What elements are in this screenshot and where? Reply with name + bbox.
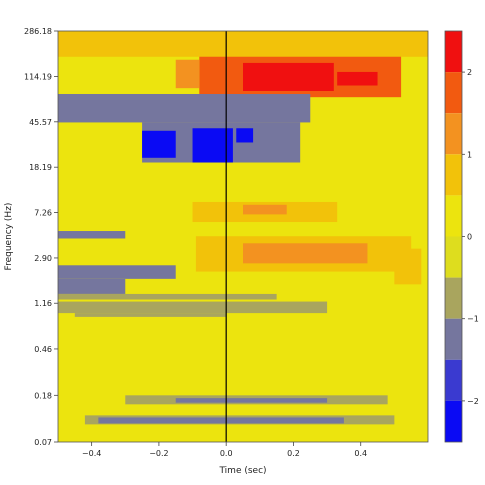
- y-tick-label: 0.07: [34, 438, 52, 447]
- colorbar-bin: [445, 113, 462, 155]
- y-axis-title: Frequency (Hz): [4, 203, 14, 271]
- colorbar-bin: [445, 31, 462, 73]
- colorbar-bin: [445, 400, 462, 442]
- heatmap-cell-gamma-streaks: [58, 31, 428, 57]
- heatmap-cell-beta-dip-core-2: [192, 128, 233, 163]
- axes-layer: −0.4 −0.2 0.0 0.2 0.4 286.18 114.19 45.57 18.19 7…: [24, 27, 429, 458]
- y-tick-label: 2.90: [34, 254, 52, 263]
- heatmap-cell-delta-suppression-6: [74, 313, 227, 317]
- y-tick-label: 0.18: [34, 391, 52, 400]
- x-tick-label: −0.4: [82, 449, 101, 458]
- heatmap-cell-delta-suppression-2: [58, 265, 176, 279]
- colorbar-tick-label: 2: [467, 68, 472, 77]
- x-tick-label: −0.2: [149, 449, 168, 458]
- y-tick-label: 7.26: [34, 209, 52, 218]
- colorbar-bin: [445, 195, 462, 237]
- heatmap-cell-theta-increase-core: [243, 243, 368, 264]
- heatmap-cell-slow-suppression-1-core: [175, 398, 328, 403]
- heatmap-cell-delta-suppression-5: [58, 301, 328, 314]
- heatmap-cell-delta-suppression-1: [58, 231, 126, 239]
- x-tick-label: 0.4: [354, 449, 367, 458]
- heatmap-cell-alpha-increase-core: [243, 204, 287, 215]
- heatmap-cell-beta-dip-core-1: [142, 130, 176, 158]
- heatmap-cell-gamma-edge-left: [175, 59, 200, 89]
- heatmap-cell-slow-suppression-2-core: [98, 417, 344, 424]
- heatmap-cell-theta-right-edge: [394, 248, 422, 285]
- y-tick-label: 18.19: [29, 163, 52, 172]
- colorbar-tick-label: 0: [467, 233, 472, 242]
- colorbar: 2 1 0 −1 −2: [444, 30, 479, 443]
- colorbar-bin: [445, 277, 462, 319]
- heatmap-cell-gamma-core-1: [243, 62, 334, 91]
- y-tick-label: 0.46: [34, 345, 52, 354]
- plot-frame: [57, 30, 429, 443]
- y-tick-label: 1.16: [34, 299, 52, 308]
- y-tick-label: 45.57: [29, 118, 52, 127]
- x-tick-label: 0.2: [287, 449, 300, 458]
- colorbar-tick-label: −1: [467, 315, 479, 324]
- x-tick-label: 0.0: [220, 449, 233, 458]
- x-axis-title: Time (sec): [218, 466, 266, 476]
- colorbar-bin: [445, 318, 462, 360]
- colorbar-bin: [445, 359, 462, 401]
- colorbar-bin: [445, 72, 462, 114]
- heatmap-cell-beta-dip-core-3: [236, 128, 254, 143]
- colorbar-tick-label: −2: [467, 397, 479, 406]
- heatmap-cell-delta-suppression-4: [58, 293, 277, 300]
- colorbar-bin: [445, 154, 462, 196]
- y-tick-label: 114.19: [24, 72, 52, 81]
- colorbar-bin: [445, 236, 462, 278]
- colorbar-tick-label: 1: [467, 150, 472, 159]
- y-tick-label: 286.18: [24, 27, 52, 36]
- heatmap-plot-area: [58, 31, 428, 442]
- heatmap-cell-beta-suppression-1: [58, 93, 311, 123]
- heatmap-cell-delta-suppression-3: [58, 278, 126, 294]
- heatmap-cell-gamma-core-2: [337, 71, 378, 86]
